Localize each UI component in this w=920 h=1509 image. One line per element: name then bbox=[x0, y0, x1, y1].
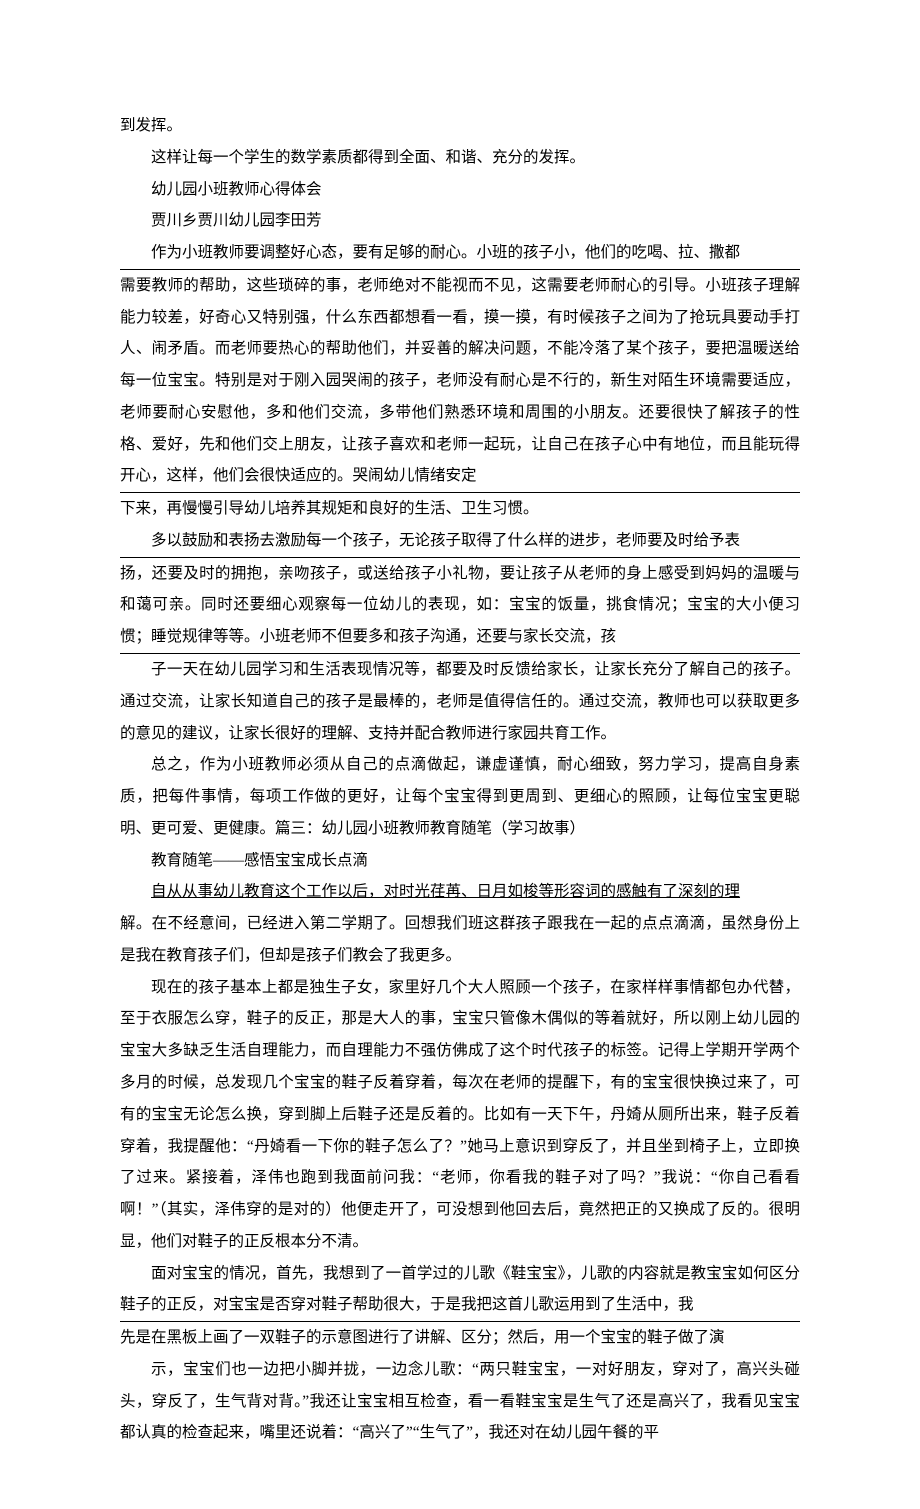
p12-underlined: 自从从事幼儿教育这个工作以后，对时光荏苒、日月如梭等形容词的感触有了深刻的理 bbox=[120, 876, 800, 908]
p6: 下来，再慢慢引导幼儿培养其规矩和良好的生活、卫生习惯。 bbox=[120, 493, 800, 525]
p3: 贾川乡贾川幼儿园李田芳 bbox=[120, 205, 800, 237]
p5: 需要教师的帮助，这些琐碎的事，老师绝对不能视而不见，这需要老师耐心的引导。小班孩… bbox=[120, 270, 800, 492]
p1: 这样让每一个学生的数学素质都得到全面、和谐、充分的发挥。 bbox=[120, 142, 800, 174]
p9: 子一天在幼儿园学习和生活表现情况等，都要及时反馈给家长，让家长充分了解自己的孩子… bbox=[120, 654, 800, 749]
p0: 到发挥。 bbox=[120, 110, 800, 142]
p11: 教育随笔——感悟宝宝成长点滴 bbox=[120, 845, 800, 877]
p13: 解。在不经意间，已经进入第二学期了。回想我们班这群孩子跟我在一起的点点滴滴，虽然… bbox=[120, 908, 800, 972]
p8: 扬，还要及时的拥抱，亲吻孩子，或送给孩子小礼物，要让孩子从老师的身上感受到妈妈的… bbox=[120, 558, 800, 653]
p16: 先是在黑板上画了一双鞋子的示意图进行了讲解、区分；然后，用一个宝宝的鞋子做了演 bbox=[120, 1322, 800, 1354]
p2: 幼儿园小班教师心得体会 bbox=[120, 174, 800, 206]
p17: 示，宝宝们也一边把小脚并拢，一边念儿歌：“两只鞋宝宝，一对好朋友，穿对了，高兴头… bbox=[120, 1354, 800, 1449]
p10: 总之，作为小班教师必须从自己的点滴做起，谦虚谨慎，耐心细致，努力学习，提高自身素… bbox=[120, 749, 800, 844]
p14: 现在的孩子基本上都是独生子女，家里好几个大人照顾一个孩子，在家样样事情都包办代替… bbox=[120, 972, 800, 1258]
document-page: 到发挥。 这样让每一个学生的数学素质都得到全面、和谐、充分的发挥。 幼儿园小班教… bbox=[0, 0, 920, 1509]
p7: 多以鼓励和表扬去激励每一个孩子，无论孩子取得了什么样的进步，老师要及时给予表 bbox=[120, 525, 800, 557]
p4: 作为小班教师要调整好心态，要有足够的耐心。小班的孩子小，他们的吃喝、拉、撒都 bbox=[120, 237, 800, 269]
p15: 面对宝宝的情况，首先，我想到了一首学过的儿歌《鞋宝宝》，儿歌的内容就是教宝宝如何… bbox=[120, 1258, 800, 1322]
